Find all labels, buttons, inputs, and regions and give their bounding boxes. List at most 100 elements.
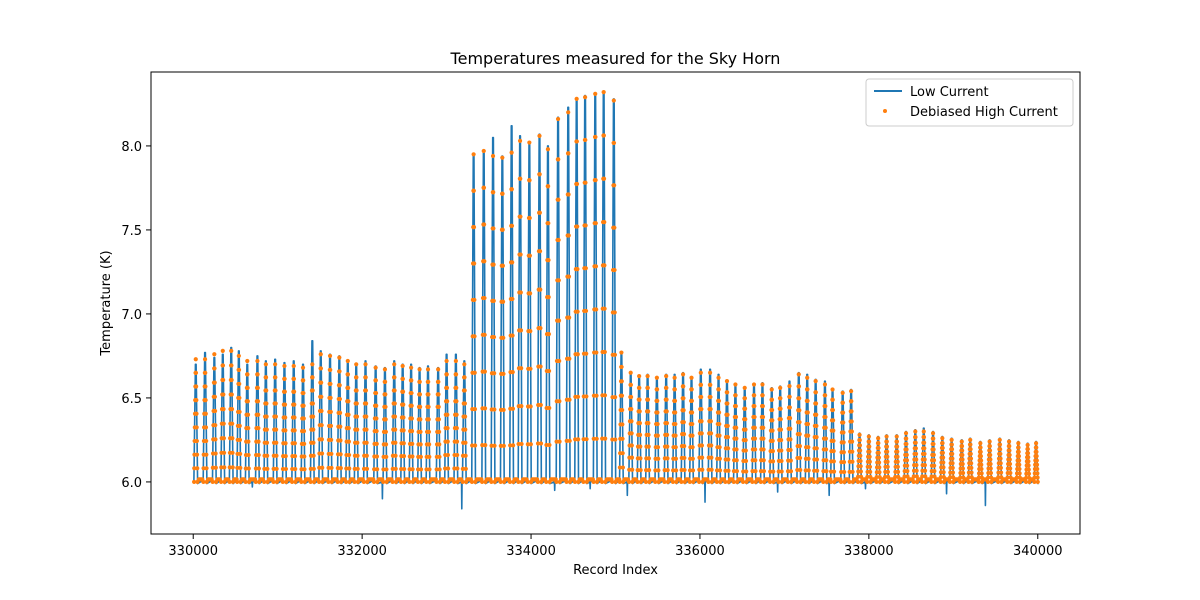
scatter-point [814, 435, 819, 440]
scatter-point [544, 479, 549, 485]
scatter-point [979, 462, 984, 467]
scatter-point [274, 466, 279, 471]
scatter-point [645, 385, 650, 390]
scatter-point [725, 446, 731, 451]
scatter-point [876, 436, 881, 441]
scatter-point [672, 398, 678, 404]
scatter-point [858, 464, 863, 469]
scatter-point [629, 443, 634, 448]
scatter-point [203, 384, 208, 389]
scatter-point [427, 454, 432, 460]
scatter-point [612, 310, 617, 315]
scatter-point [417, 379, 422, 384]
scatter-point [319, 423, 324, 428]
scatter-point [594, 307, 599, 312]
scatter-point [885, 459, 890, 464]
scatter-point [445, 452, 450, 458]
scatter-point [301, 378, 306, 383]
scatter-point [374, 441, 379, 446]
scatter-point [656, 468, 661, 473]
scatter-point [855, 474, 861, 479]
scatter-point [709, 443, 714, 448]
scatter-point [646, 468, 652, 473]
scatter-point [708, 394, 713, 400]
scatter-point [653, 479, 658, 485]
scatter-point [665, 444, 670, 449]
scatter-point [289, 479, 295, 485]
scatter-point [500, 155, 505, 160]
scatter-point [482, 332, 487, 337]
scatter-point [778, 385, 783, 390]
scatter-point [491, 298, 496, 303]
scatter-point [760, 382, 765, 387]
scatter-point [556, 318, 562, 323]
scatter-point [646, 444, 651, 449]
scatter-point [940, 440, 945, 446]
scatter-point [619, 393, 625, 398]
scatter-point [575, 394, 581, 399]
scatter-point [751, 382, 757, 387]
scatter-point [731, 479, 736, 485]
scatter-point [584, 351, 589, 356]
scatter-point [594, 436, 599, 441]
scatter-point [1016, 454, 1022, 459]
scatter-point [283, 428, 288, 433]
scatter-point [194, 438, 199, 444]
scatter-point [690, 468, 696, 473]
scatter-point [418, 454, 423, 460]
scatter-point [500, 263, 505, 268]
scatter-point [567, 438, 572, 443]
scatter-point [885, 454, 890, 459]
scatter-point [472, 334, 477, 339]
scatter-point [454, 426, 459, 431]
scatter-point [491, 226, 496, 231]
scatter-point [960, 448, 965, 453]
scatter-point [1034, 449, 1039, 454]
scatter-point [364, 427, 369, 432]
scatter-point [221, 436, 227, 441]
scatter-point [274, 453, 279, 458]
scatter-point [619, 364, 624, 370]
scatter-point [507, 479, 513, 485]
scatter-point [593, 264, 599, 269]
scatter-point [731, 468, 737, 474]
scatter-point [813, 379, 818, 384]
scatter-point [352, 466, 357, 471]
scatter-point [1007, 461, 1013, 467]
scatter-point [770, 407, 775, 413]
scatter-point [998, 461, 1003, 466]
scatter-point [426, 392, 431, 397]
scatter-point [742, 406, 748, 411]
scatter-point [919, 479, 925, 485]
scatter-point [847, 469, 852, 474]
scatter-point [374, 416, 379, 421]
scatter-point [417, 392, 423, 397]
scatter-point [454, 385, 459, 390]
scatter-point [998, 470, 1004, 475]
scatter-point [572, 479, 578, 485]
scatter-point [655, 433, 660, 438]
scatter-point [988, 452, 993, 458]
scatter-point [337, 383, 342, 388]
scatter-point [310, 414, 316, 419]
scatter-point [510, 333, 515, 338]
scatter-point [911, 479, 916, 485]
scatter-point [527, 215, 532, 221]
scatter-point [489, 443, 494, 448]
scatter-point [374, 454, 380, 459]
scatter-point [697, 467, 702, 472]
scatter-point [838, 479, 844, 485]
scatter-point [537, 210, 542, 215]
scatter-point [393, 466, 398, 471]
legend-marker-swatch [883, 109, 887, 113]
scatter-point [519, 404, 524, 409]
scatter-point [574, 181, 580, 187]
scatter-point [556, 157, 561, 162]
scatter-point [436, 429, 442, 434]
scatter-point [1034, 445, 1039, 450]
scatter-point [815, 468, 820, 473]
scatter-point [831, 438, 836, 443]
scatter-point [308, 466, 313, 471]
scatter-point [913, 429, 918, 434]
